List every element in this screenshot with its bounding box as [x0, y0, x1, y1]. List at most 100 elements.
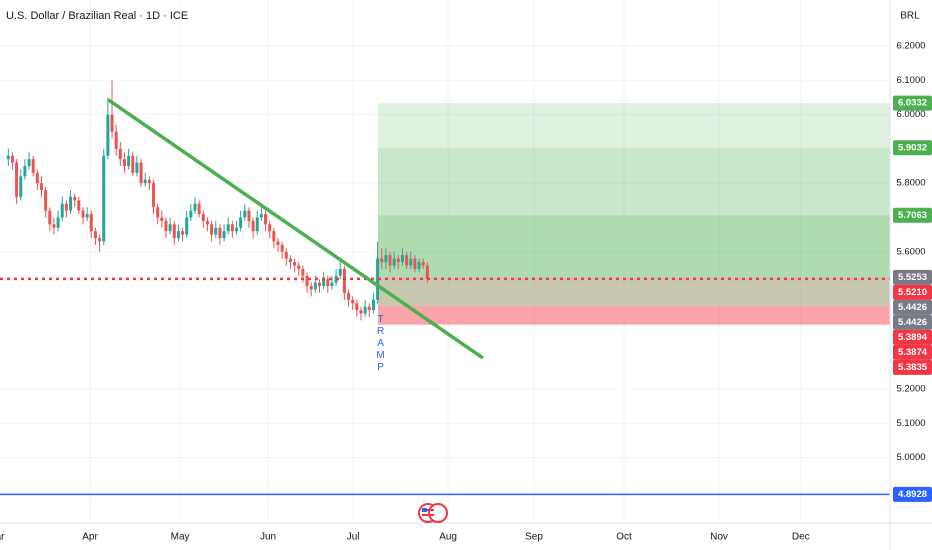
price-label: 5.9032: [898, 142, 927, 153]
candle-body: [118, 148, 122, 160]
grid: [0, 0, 890, 523]
candle-body: [127, 155, 131, 167]
candle-body: [31, 159, 35, 173]
price-label: 5.3835: [898, 362, 928, 373]
price-label-box: [893, 140, 932, 156]
candle-body: [214, 227, 218, 235]
candle-body: [106, 114, 110, 156]
candle-body: [371, 299, 375, 311]
candle-body: [276, 241, 280, 245]
candle-body: [268, 224, 272, 232]
x-tick-label: Dec: [792, 532, 810, 543]
overlays: [0, 98, 890, 496]
candle-body: [226, 224, 230, 232]
candle-body: [301, 268, 305, 276]
candle-body: [210, 224, 214, 235]
candle-body: [15, 162, 19, 197]
x-tick-label: Jul: [347, 532, 360, 543]
y-tick-label: 5.8000: [896, 178, 925, 189]
flag-icon: [418, 503, 448, 523]
candle-body: [147, 179, 151, 184]
candle-body: [425, 265, 429, 280]
currency: BRL: [900, 11, 920, 22]
candle-body: [160, 217, 164, 221]
candle-body: [251, 220, 255, 232]
candle-body: [409, 258, 413, 266]
candle-body: [326, 279, 330, 287]
price-label: 5.4426: [898, 302, 927, 313]
price-label-box: [893, 284, 932, 300]
candle-body: [168, 224, 172, 232]
zone: [377, 215, 890, 278]
y-tick-label: 5.0000: [896, 452, 925, 463]
candle-body: [247, 210, 251, 221]
candle-body: [164, 220, 168, 232]
candle-body: [413, 258, 417, 269]
candle-body: [313, 282, 317, 290]
candle-body: [392, 258, 396, 266]
zone: [377, 147, 890, 216]
y-tick-label: 6.2000: [896, 40, 925, 51]
candle-body: [259, 214, 263, 218]
candle-body: [243, 210, 247, 218]
x-tick-label: Jun: [260, 532, 276, 543]
candle-body: [388, 255, 392, 266]
candle-body: [139, 162, 143, 184]
candle-body: [284, 251, 288, 259]
x-tick-label: Nov: [710, 532, 728, 543]
candle-body: [23, 166, 27, 177]
candle-body: [288, 258, 292, 263]
candle-body: [396, 258, 400, 263]
candle-body: [98, 238, 102, 242]
candle-body: [52, 224, 56, 228]
price-label: 5.4426: [898, 317, 927, 328]
candle-body: [239, 217, 243, 228]
x-tick-label: Aug: [439, 532, 457, 543]
zone: [377, 277, 890, 306]
candle-body: [35, 172, 39, 184]
candle-body: [205, 220, 209, 225]
candle-body: [309, 286, 313, 290]
candle-body: [338, 268, 342, 276]
candle-body: [235, 227, 239, 232]
candle-body: [417, 262, 421, 269]
candle-body: [322, 279, 326, 287]
candle-body: [255, 217, 259, 232]
candle-body: [351, 299, 355, 304]
y-tick-label: 6.1000: [896, 75, 925, 86]
x-tick-label: Sep: [525, 532, 543, 543]
annotation: TRAMP: [375, 313, 387, 374]
zone: [377, 103, 890, 148]
candle-body: [181, 231, 185, 235]
y-tick-label: 5.6000: [896, 246, 925, 257]
trend-line: [107, 98, 484, 360]
candle-body: [85, 214, 89, 218]
candle-body: [135, 162, 139, 173]
price-label: 5.3874: [898, 347, 928, 358]
candle-body: [342, 268, 346, 293]
x-tick-label: Apr: [82, 532, 98, 543]
price-label-box: [893, 486, 932, 502]
candle-body: [218, 227, 222, 239]
candle-body: [293, 262, 297, 266]
candle-body: [172, 224, 176, 239]
y-tick-label: 5.2000: [896, 383, 925, 394]
candle-body: [69, 196, 73, 211]
candle-body: [347, 292, 351, 300]
candle-body: [222, 231, 226, 239]
price-label: 6.0332: [898, 98, 927, 109]
candle-body: [317, 282, 321, 287]
y-tick-label: 5.1000: [896, 418, 925, 429]
x-tick-label: May: [171, 532, 190, 543]
candle-body: [93, 231, 97, 239]
candle-body: [376, 258, 380, 300]
candles: [6, 80, 429, 321]
candle-body: [355, 303, 359, 311]
price-label: 5.3894: [898, 332, 928, 343]
price-label-box: [893, 359, 932, 375]
candle-body: [197, 203, 201, 215]
candle-body: [81, 210, 85, 218]
candle-body: [297, 265, 301, 269]
price-label: 5.5210: [898, 287, 927, 298]
